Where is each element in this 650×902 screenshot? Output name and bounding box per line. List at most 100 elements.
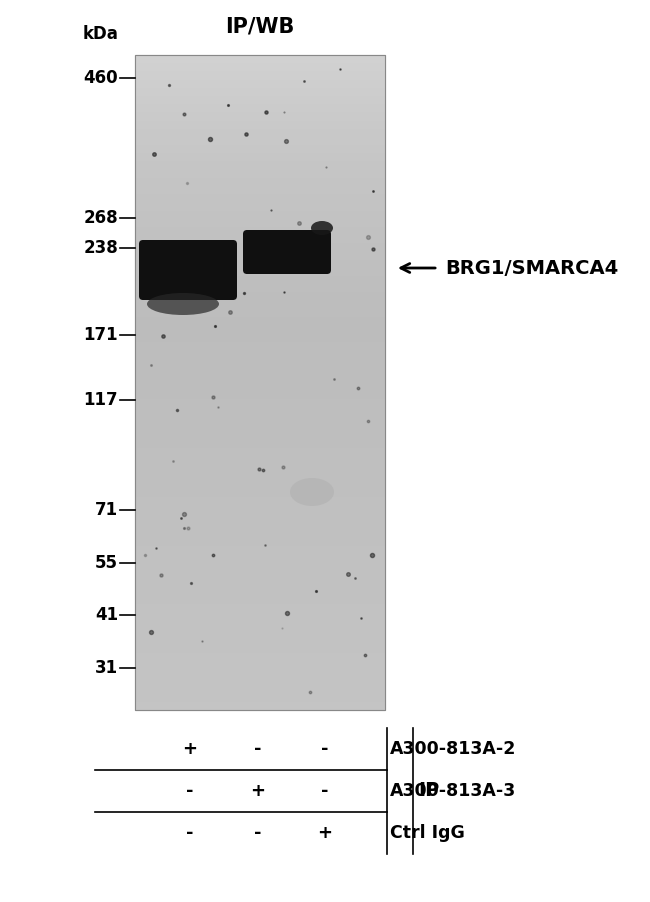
Bar [135,334,385,342]
Text: A300-813A-3: A300-813A-3 [390,782,516,800]
Bar [135,456,385,465]
Bar [135,300,385,308]
Bar [135,432,385,440]
Bar [135,186,385,194]
Bar [135,595,385,603]
Bar [135,513,385,521]
Bar [135,202,385,210]
Bar [135,194,385,202]
Bar [135,55,385,710]
Bar [135,374,385,382]
Bar [135,661,385,669]
Text: -: - [321,740,329,758]
Bar [135,677,385,686]
Bar [135,317,385,326]
Bar [135,145,385,153]
Bar [135,620,385,628]
Text: 117: 117 [83,391,118,409]
Bar [135,342,385,350]
Bar [135,252,385,260]
Bar [135,587,385,595]
Bar [135,161,385,170]
Bar [135,563,385,571]
Bar [135,55,385,63]
Bar [135,440,385,448]
Bar [135,276,385,284]
Text: BRG1/SMARCA4: BRG1/SMARCA4 [445,259,618,278]
Bar [135,104,385,113]
Bar [135,538,385,547]
Bar [135,284,385,292]
Bar [135,350,385,358]
Text: +: + [250,782,265,800]
Bar [135,669,385,677]
Bar [135,113,385,121]
Text: 460: 460 [83,69,118,87]
FancyBboxPatch shape [243,230,331,274]
Bar [135,423,385,432]
Bar [135,170,385,178]
Bar [135,645,385,653]
Bar [135,603,385,612]
Bar [135,505,385,513]
Bar [135,382,385,391]
Bar [135,178,385,186]
Ellipse shape [147,293,219,315]
Bar [135,96,385,104]
Bar [135,547,385,555]
Bar [135,260,385,268]
Text: -: - [187,824,194,842]
Bar [135,448,385,456]
Bar [135,268,385,276]
Bar [135,326,385,334]
Text: IP: IP [418,781,439,800]
Bar [135,244,385,252]
Bar [135,79,385,87]
Bar [135,694,385,702]
Bar [135,292,385,300]
Bar [135,702,385,710]
Bar [135,87,385,96]
Bar [135,407,385,415]
Text: 268: 268 [83,209,118,227]
Bar [135,521,385,529]
Bar [135,465,385,473]
Bar [135,612,385,620]
Ellipse shape [290,478,334,506]
Bar [135,227,385,235]
Bar [135,129,385,137]
Bar [135,529,385,538]
Bar [135,210,385,219]
Text: 31: 31 [95,659,118,677]
Text: 71: 71 [95,501,118,519]
Bar [135,235,385,244]
Bar [135,391,385,399]
Text: +: + [183,740,198,758]
Text: Ctrl IgG: Ctrl IgG [390,824,465,842]
Bar [135,399,385,407]
Bar [135,153,385,161]
Bar [135,473,385,481]
Bar [135,636,385,645]
Bar [135,358,385,366]
Bar [135,489,385,497]
Text: 41: 41 [95,606,118,624]
Bar [135,137,385,145]
Text: kDa: kDa [82,25,118,43]
Bar [135,308,385,317]
Bar [135,628,385,636]
Bar [135,481,385,489]
Text: 171: 171 [83,326,118,344]
Text: 238: 238 [83,239,118,257]
Text: 55: 55 [95,554,118,572]
Text: -: - [187,782,194,800]
Text: +: + [317,824,333,842]
Bar [135,497,385,505]
Bar [135,219,385,227]
Ellipse shape [311,221,333,235]
Bar [135,366,385,374]
Bar [135,71,385,79]
Bar [135,579,385,587]
Text: -: - [254,824,262,842]
Bar [135,653,385,661]
